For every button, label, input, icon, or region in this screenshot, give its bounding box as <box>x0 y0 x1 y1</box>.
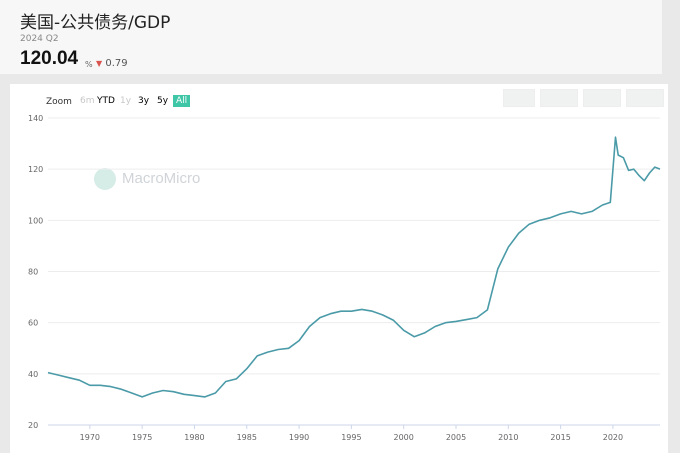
y-tick-label: 140 <box>28 114 43 123</box>
zoom-6m-button[interactable]: 6m <box>80 96 95 106</box>
x-tick-label: 1985 <box>237 433 257 442</box>
page-title: 美国-公共债务/GDP <box>20 13 171 33</box>
x-tick-label: 2000 <box>394 433 414 442</box>
zoom-1y-button[interactable]: 1y <box>120 96 132 106</box>
zoom-3y-button[interactable]: 3y <box>138 96 150 106</box>
down-arrow-icon: ▼ <box>96 59 103 68</box>
zoom-ytd-button[interactable]: YTD <box>97 96 115 106</box>
x-tick-label: 1970 <box>80 433 100 442</box>
x-tick-label: 2005 <box>446 433 466 442</box>
series-line <box>47 136 661 398</box>
x-tick-label: 2020 <box>603 433 623 442</box>
zoom-5y-button[interactable]: 5y <box>157 96 169 106</box>
x-tick-label: 2010 <box>498 433 518 442</box>
period-label: 2024 Q2 <box>20 34 59 44</box>
watermark: MacroMicro <box>122 170 201 187</box>
x-tick-label: 2015 <box>550 433 570 442</box>
toolbar-button-4[interactable] <box>626 89 664 107</box>
toolbar-button-2[interactable] <box>540 89 578 107</box>
x-tick-label: 1975 <box>132 433 152 442</box>
y-tick-label: 100 <box>28 216 43 225</box>
watermark-logo-icon <box>94 168 116 190</box>
y-tick-label: 120 <box>28 165 43 174</box>
y-tick-label: 40 <box>28 370 38 379</box>
chart-card <box>10 84 668 453</box>
y-tick-label: 20 <box>28 421 38 430</box>
x-tick-label: 1980 <box>184 433 204 442</box>
value-unit: % <box>85 60 93 69</box>
y-tick-label: 60 <box>28 319 38 328</box>
zoom-all-button[interactable]: All <box>173 95 191 107</box>
toolbar-button-3[interactable] <box>583 89 621 107</box>
latest-value: 120.04 <box>20 48 79 69</box>
x-tick-label: 1990 <box>289 433 309 442</box>
change-value: 0.79 <box>105 58 128 69</box>
y-tick-label: 80 <box>28 268 38 277</box>
zoom-label: Zoom <box>46 97 72 107</box>
x-tick-label: 1995 <box>341 433 361 442</box>
indicator-header: 美国-公共债务/GDP 2024 Q2 120.04 % ▼ 0.79 <box>0 0 662 74</box>
change-badge: ▼ 0.79 <box>96 58 128 69</box>
toolbar-button-1[interactable] <box>503 89 535 107</box>
